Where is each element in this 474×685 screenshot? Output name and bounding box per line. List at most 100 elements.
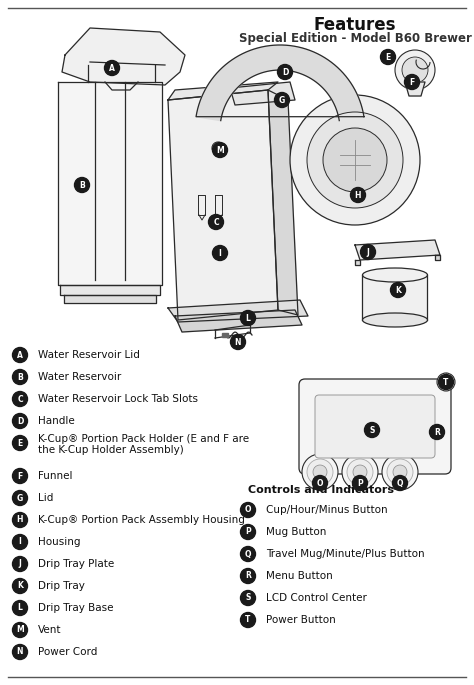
Polygon shape	[222, 333, 228, 337]
Text: Vent: Vent	[38, 625, 62, 635]
Circle shape	[395, 50, 435, 90]
Circle shape	[209, 214, 224, 229]
Circle shape	[12, 645, 27, 660]
Circle shape	[12, 414, 27, 429]
Circle shape	[274, 92, 290, 108]
Circle shape	[12, 490, 27, 506]
Polygon shape	[64, 295, 156, 303]
Text: the K-Cup Holder Assembly): the K-Cup Holder Assembly)	[38, 445, 184, 455]
Circle shape	[353, 475, 367, 490]
Text: Funnel: Funnel	[38, 471, 73, 481]
Text: Q: Q	[245, 549, 251, 558]
Circle shape	[230, 334, 246, 349]
Circle shape	[307, 112, 403, 208]
Text: L: L	[246, 314, 250, 323]
Text: D: D	[17, 416, 23, 425]
Text: K: K	[17, 582, 23, 590]
Text: Mug Button: Mug Button	[266, 527, 327, 537]
Circle shape	[361, 245, 375, 260]
Text: S: S	[246, 593, 251, 603]
Circle shape	[391, 282, 405, 297]
FancyBboxPatch shape	[299, 379, 451, 474]
Polygon shape	[168, 90, 278, 320]
Polygon shape	[168, 300, 308, 322]
Circle shape	[12, 392, 27, 406]
Circle shape	[404, 75, 419, 90]
Polygon shape	[196, 45, 364, 121]
Circle shape	[429, 425, 445, 440]
Polygon shape	[175, 310, 302, 332]
Text: L: L	[18, 603, 22, 612]
Text: I: I	[219, 249, 221, 258]
Circle shape	[12, 579, 27, 593]
Polygon shape	[405, 82, 425, 96]
Circle shape	[430, 425, 444, 439]
Polygon shape	[363, 275, 428, 320]
Circle shape	[342, 454, 378, 490]
Circle shape	[323, 128, 387, 192]
Text: O: O	[245, 506, 251, 514]
Text: Special Edition - Model B60 Brewer: Special Edition - Model B60 Brewer	[238, 32, 472, 45]
Circle shape	[240, 612, 255, 627]
Circle shape	[212, 245, 228, 260]
Text: N: N	[235, 338, 241, 347]
Text: F: F	[18, 471, 23, 480]
Text: Housing: Housing	[38, 537, 81, 547]
Circle shape	[353, 465, 367, 479]
Circle shape	[392, 475, 408, 490]
Text: T: T	[443, 377, 449, 386]
Polygon shape	[230, 82, 295, 105]
Circle shape	[307, 459, 333, 485]
Text: M: M	[16, 625, 24, 634]
Circle shape	[212, 142, 228, 158]
Polygon shape	[268, 90, 298, 315]
Text: M: M	[216, 145, 224, 155]
Circle shape	[240, 525, 255, 540]
Text: G: G	[279, 95, 285, 105]
Circle shape	[438, 375, 454, 390]
Circle shape	[365, 423, 380, 438]
Text: Water Reservoir Lock Tab Slots: Water Reservoir Lock Tab Slots	[38, 394, 198, 404]
Circle shape	[393, 465, 407, 479]
Text: I: I	[18, 538, 21, 547]
Circle shape	[12, 347, 27, 362]
Ellipse shape	[363, 313, 428, 327]
Circle shape	[302, 454, 338, 490]
Circle shape	[212, 142, 224, 154]
Text: N: N	[17, 647, 23, 656]
Circle shape	[382, 454, 418, 490]
Text: K-Cup® Portion Pack Holder (E and F are: K-Cup® Portion Pack Holder (E and F are	[38, 434, 249, 444]
Polygon shape	[435, 255, 440, 260]
Text: Drip Tray Base: Drip Tray Base	[38, 603, 113, 613]
Polygon shape	[355, 240, 440, 260]
Text: B: B	[17, 373, 23, 382]
Text: Power Button: Power Button	[266, 615, 336, 625]
Text: Handle: Handle	[38, 416, 75, 426]
Circle shape	[277, 64, 292, 79]
Circle shape	[12, 601, 27, 616]
Polygon shape	[58, 82, 162, 285]
Text: B: B	[79, 181, 85, 190]
Text: R: R	[245, 571, 251, 580]
Circle shape	[240, 547, 255, 562]
Text: Controls and Indicators: Controls and Indicators	[248, 485, 394, 495]
Circle shape	[240, 310, 255, 325]
Text: Water Reservoir Lid: Water Reservoir Lid	[38, 350, 140, 360]
Text: A: A	[17, 351, 23, 360]
Text: K-Cup® Portion Pack Assembly Housing: K-Cup® Portion Pack Assembly Housing	[38, 515, 245, 525]
Text: Power Cord: Power Cord	[38, 647, 97, 657]
Text: Cup/Hour/Minus Button: Cup/Hour/Minus Button	[266, 505, 388, 515]
Text: T: T	[246, 616, 251, 625]
Text: C: C	[17, 395, 23, 403]
Text: Q: Q	[397, 479, 403, 488]
Circle shape	[347, 459, 373, 485]
Circle shape	[290, 95, 420, 225]
Text: D: D	[282, 68, 288, 77]
Circle shape	[350, 188, 365, 203]
Circle shape	[240, 503, 255, 517]
Circle shape	[12, 534, 27, 549]
Text: O: O	[317, 479, 323, 488]
Text: Travel Mug/Minute/Plus Button: Travel Mug/Minute/Plus Button	[266, 549, 425, 559]
Text: P: P	[357, 479, 363, 488]
Circle shape	[104, 60, 119, 75]
